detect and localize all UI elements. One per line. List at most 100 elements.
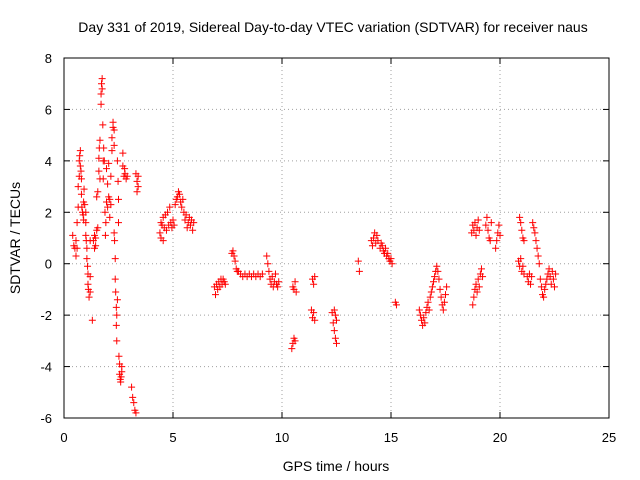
data-point-marker [94,188,102,196]
data-point-marker [382,244,390,252]
data-point-marker [388,260,396,268]
data-point-marker [474,216,482,224]
data-point-marker [108,147,116,155]
y-tick-label: -2 [40,308,52,323]
data-point-marker [111,275,119,283]
data-point-marker [519,262,527,270]
data-point-marker [486,237,494,245]
data-point-marker [435,275,443,283]
data-point-marker [115,195,122,203]
data-point-marker [86,273,94,281]
data-point-marker [80,185,88,193]
data-point-marker [528,273,536,281]
data-point-marker [425,306,433,314]
data-point-marker [484,226,492,234]
data-point-marker [106,195,114,203]
x-tick-label: 10 [275,430,289,445]
data-point-marker [112,321,120,329]
data-point-marker [88,316,96,324]
data-point-marker [159,237,167,245]
data-point-marker [535,260,543,268]
data-point-marker [431,273,439,281]
x-tick-label: 25 [602,430,616,445]
data-point-marker [541,285,549,293]
data-point-marker [392,301,400,309]
data-point-marker [440,298,448,306]
data-point-marker [487,219,495,227]
y-tick-label: 8 [45,51,52,66]
data-point-marker [83,244,91,252]
data-point-marker [74,183,82,191]
data-point-marker [474,275,482,283]
data-point-marker [520,237,528,245]
data-point-marker [81,201,89,209]
data-point-marker [115,352,123,360]
data-point-marker [119,149,127,157]
data-point-marker [97,100,105,108]
y-tick-labels: -6 -4 -2 0 2 4 6 8 [40,51,52,426]
data-point-marker [110,141,118,149]
data-point-marker [551,283,558,291]
data-point-marker [117,373,125,381]
data-point-marker [76,147,84,155]
x-tick-label: 20 [493,430,507,445]
data-point-marker [533,244,541,252]
data-point-marker [189,226,197,234]
data-point-marker [85,293,93,301]
data-point-marker [107,172,115,180]
data-point-marker [373,231,381,239]
data-point-marker [113,311,121,319]
data-point-marker [114,177,122,185]
data-point-marker [536,275,544,283]
data-point-marker [129,393,137,401]
data-point-marker [93,193,101,201]
data-point-marker [529,219,537,227]
data-point-marker [331,334,339,342]
data-point-marker [230,252,238,260]
data-point-marker [134,183,142,191]
data-point-marker [493,237,501,245]
data-point-marker [415,306,423,314]
data-point-marker [532,237,540,245]
data-point-marker [102,219,110,227]
data-point-marker [428,283,436,291]
data-point-marker [549,275,557,283]
data-point-marker [258,270,266,278]
data-point-marker [331,311,339,319]
data-point-marker [420,314,428,322]
data-point-marker [311,316,319,324]
data-point-marker [169,216,177,224]
data-point-marker [354,257,362,265]
data-point-marker [171,201,179,209]
x-tick-labels: 0 5 10 15 20 25 [60,430,616,445]
data-point-marker [477,265,485,273]
data-point-marker [527,280,535,288]
data-point-marker [495,221,503,229]
data-point-marker [534,252,542,260]
data-point-marker [77,175,85,183]
data-point-marker [111,237,119,245]
data-point-marker [94,224,102,232]
data-point-marker [472,231,480,239]
data-point-marker [310,309,318,317]
data-point-marker [101,208,109,216]
data-point-marker [517,255,525,263]
x-tick-label: 0 [60,430,67,445]
y-tick-label: 4 [45,154,52,169]
data-point-marker [99,175,107,183]
data-point-marker [271,270,279,278]
x-tick-label: 5 [169,430,176,445]
data-point-marker [128,383,136,391]
y-tick-label: 6 [45,102,52,117]
data-point-marker [264,260,272,268]
data-point-marker [229,247,237,255]
data-point-marker [95,154,103,162]
data-point-marker [98,75,106,83]
data-point-marker [166,203,174,211]
data-point-marker [133,188,141,196]
data-point-marker [82,219,90,227]
data-point-marker [73,219,81,227]
x-tick-label: 15 [384,430,398,445]
data-point-marker [330,306,338,314]
y-tick-label: -4 [40,360,52,375]
